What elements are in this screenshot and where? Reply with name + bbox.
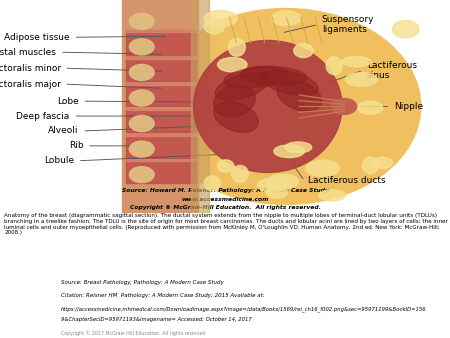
Polygon shape [126,30,196,55]
Ellipse shape [228,38,245,56]
Ellipse shape [204,176,220,191]
Text: Copyright © 2017 McGraw-Hill Education. All rights reserved: Copyright © 2017 McGraw-Hill Education. … [61,330,205,336]
Ellipse shape [277,80,322,111]
Polygon shape [126,57,196,59]
Ellipse shape [217,57,247,72]
Ellipse shape [326,57,342,75]
Text: Pectoralis major: Pectoralis major [0,80,61,89]
Polygon shape [122,0,198,224]
Ellipse shape [130,141,154,157]
Ellipse shape [257,178,285,192]
Text: Pectoralis minor: Pectoralis minor [0,64,61,73]
Ellipse shape [214,102,258,132]
Ellipse shape [272,11,301,25]
Text: Rib: Rib [68,141,83,150]
Ellipse shape [374,157,392,168]
Polygon shape [126,160,196,162]
Text: Lobe: Lobe [57,97,79,106]
Ellipse shape [332,98,356,115]
Polygon shape [191,0,209,224]
Ellipse shape [319,190,346,201]
Ellipse shape [130,39,154,55]
Ellipse shape [194,41,342,172]
Text: Intercostal muscles: Intercostal muscles [0,48,56,57]
Text: Citation: Reisner HM  Pathology: A Modern Case Study; 2015 Available at:: Citation: Reisner HM Pathology: A Modern… [61,293,265,298]
Polygon shape [126,108,196,132]
Text: Lactiferous
sinus: Lactiferous sinus [367,61,417,80]
Text: www.accessmedicine.com: www.accessmedicine.com [181,196,269,201]
Ellipse shape [215,73,269,100]
Text: Lactiferous ducts: Lactiferous ducts [308,176,386,186]
Ellipse shape [204,19,225,34]
Ellipse shape [204,10,237,27]
Ellipse shape [362,157,378,174]
Ellipse shape [392,20,419,38]
Ellipse shape [274,145,305,158]
Ellipse shape [217,160,234,172]
Text: Anatomy of the breast (diagrammatic sagittal section). The ductal system extends: Anatomy of the breast (diagrammatic sagi… [4,213,448,235]
Ellipse shape [224,67,288,88]
Ellipse shape [130,90,154,106]
Text: Mc
Graw
Hill
Education: Mc Graw Hill Education [9,282,52,325]
Ellipse shape [266,186,288,198]
Ellipse shape [346,73,377,86]
Text: https://accessmedicine.mhmedical.com/Downloadimage.aspx?image=/data/Books/1569/r: https://accessmedicine.mhmedical.com/Dow… [61,306,427,312]
Ellipse shape [357,101,382,114]
Text: 9&ChapterSecID=95971193&imagename= Accessed: October 14, 2017: 9&ChapterSecID=95971193&imagename= Acces… [61,317,252,322]
Text: Lobule: Lobule [44,156,74,165]
Polygon shape [126,108,196,110]
Ellipse shape [240,66,307,86]
Ellipse shape [130,167,154,183]
Ellipse shape [261,70,319,95]
Ellipse shape [130,116,154,131]
Polygon shape [126,83,196,106]
Text: Copyright © McGraw-Hill Education.  All rights reserved.: Copyright © McGraw-Hill Education. All r… [130,204,320,210]
Text: Deep fascia: Deep fascia [17,112,70,121]
Text: Adipose tissue: Adipose tissue [4,33,70,42]
Ellipse shape [267,174,298,189]
Polygon shape [126,134,196,158]
Text: Nipple: Nipple [394,102,423,111]
Polygon shape [126,57,196,81]
Text: Alveoli: Alveoli [48,126,79,136]
Ellipse shape [306,160,339,176]
Ellipse shape [151,8,421,204]
Ellipse shape [130,13,154,29]
Ellipse shape [232,165,248,182]
Polygon shape [126,83,196,85]
Text: Suspensory
ligaments: Suspensory ligaments [322,15,374,34]
Polygon shape [126,134,196,136]
Text: Source: Breast Pathology, Pathology: A Modern Case Study: Source: Breast Pathology, Pathology: A M… [61,280,224,285]
Ellipse shape [214,85,255,117]
Polygon shape [126,30,196,31]
Ellipse shape [342,56,371,67]
Ellipse shape [285,142,312,153]
Polygon shape [126,160,196,183]
Text: Source: Howard M. Reisner: Pathology: A Modern Case Study: Source: Howard M. Reisner: Pathology: A … [122,189,328,193]
Ellipse shape [130,65,154,80]
Ellipse shape [294,44,313,57]
